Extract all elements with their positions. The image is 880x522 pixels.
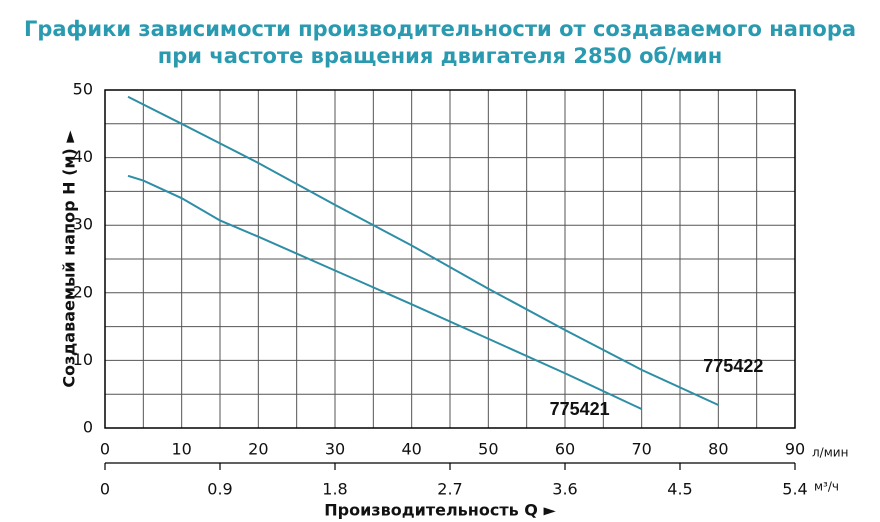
x-tick-label: 10 [171,440,191,459]
y-tick-label: 30 [73,215,93,234]
series-line [127,95,719,406]
x2-tick-label: 5.4 [782,480,807,499]
x2-unit: м³/ч [814,480,839,494]
y-tick-label: 0 [83,418,93,437]
x2-tick-label: 2.7 [437,480,462,499]
chart-title: Графики зависимости производительности о… [24,17,856,41]
plot-frame [104,89,796,429]
y-tick-label: 10 [73,350,93,369]
x-tick-label: 70 [631,440,651,459]
series-line [127,174,643,410]
y-tick-label: 20 [73,282,93,301]
series-label: 775421 [550,399,610,419]
x-tick-label: 50 [478,440,498,459]
series-label: 775422 [703,356,763,376]
x2-tick-label: 4.5 [667,480,692,499]
x2-tick-label: 1.8 [322,480,347,499]
y-tick-label: 40 [73,147,93,166]
x-tick-label: 0 [100,440,110,459]
x2-tick-label: 3.6 [552,480,577,499]
x2-tick-label: 0 [100,480,110,499]
x-tick-label: 60 [555,440,575,459]
y-tick-label: 50 [73,80,93,99]
x-tick-label: 90 [785,440,805,459]
x-tick-label: 30 [325,440,345,459]
y-axis-label: Создаваемый напор H (м) ► [60,130,79,388]
x-axis-label: Производительность Q ► [324,501,556,520]
x-tick-label: 40 [401,440,421,459]
x-tick-label: 80 [708,440,728,459]
x2-tick-label: 0.9 [207,480,232,499]
chart-subtitle: при частоте вращения двигателя 2850 об/м… [158,44,723,68]
x-unit: л/мин [812,446,848,460]
x-tick-label: 20 [248,440,268,459]
